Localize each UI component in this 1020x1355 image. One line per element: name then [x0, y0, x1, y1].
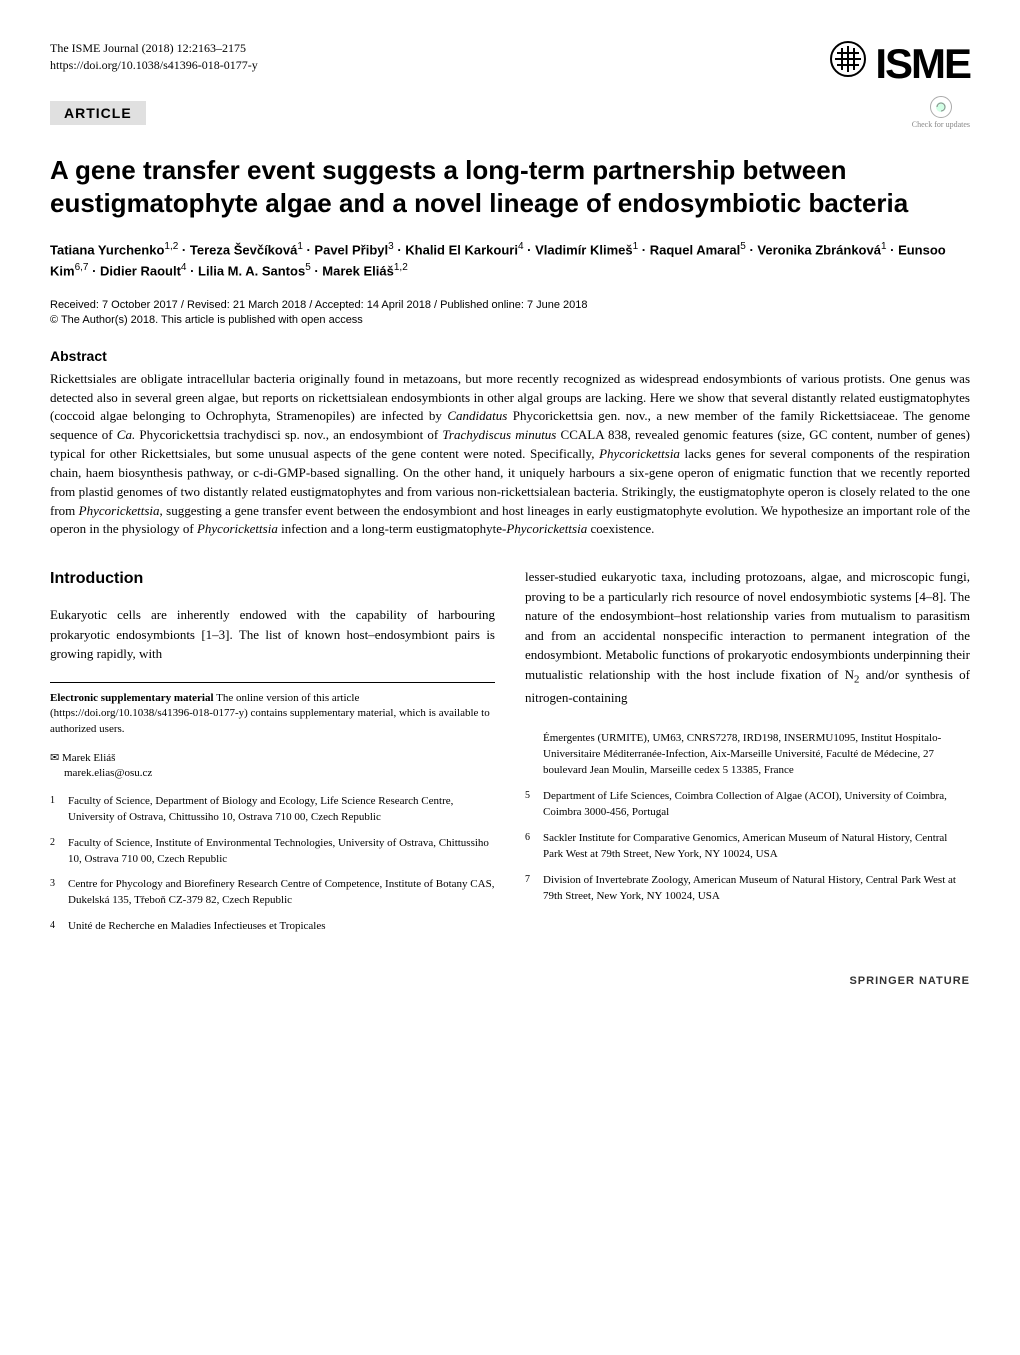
- check-updates-icon: [930, 96, 952, 118]
- header-row: The ISME Journal (2018) 12:2163–2175 htt…: [50, 40, 970, 88]
- affiliation-text: Faculty of Science, Department of Biolog…: [68, 794, 495, 826]
- affiliation-2: 2 Faculty of Science, Institute of Envir…: [50, 836, 495, 868]
- authors-list: Tatiana Yurchenko1,2 · Tereza Ševčíková1…: [50, 239, 970, 281]
- intro-paragraph-right: lesser-studied eukaryotic taxa, includin…: [525, 567, 970, 707]
- affiliation-number: 2: [50, 836, 68, 868]
- affiliation-text: Division of Invertebrate Zoology, Americ…: [543, 873, 970, 905]
- affiliation-text: Faculty of Science, Institute of Environ…: [68, 836, 495, 868]
- publication-dates: Received: 7 October 2017 / Revised: 21 M…: [50, 299, 970, 311]
- affiliation-4: 4 Unité de Recherche en Maladies Infecti…: [50, 919, 495, 935]
- affiliation-text: Centre for Phycology and Biorefinery Res…: [68, 877, 495, 909]
- article-title: A gene transfer event suggests a long-te…: [50, 154, 970, 219]
- globe-icon: [829, 40, 867, 88]
- doi-line: https://doi.org/10.1038/s41396-018-0177-…: [50, 57, 258, 74]
- isme-logo: ISME: [829, 40, 970, 88]
- affiliation-number: 6: [525, 831, 543, 863]
- affiliations-right: 5 Department of Life Sciences, Coimbra C…: [525, 789, 970, 905]
- affiliation-7: 7 Division of Invertebrate Zoology, Amer…: [525, 873, 970, 905]
- abstract-text: Rickettsiales are obligate intracellular…: [50, 370, 970, 540]
- affiliation-text: Unité de Recherche en Maladies Infectieu…: [68, 919, 326, 935]
- abstract-heading: Abstract: [50, 348, 970, 364]
- logo-text: ISME: [875, 40, 970, 88]
- right-column: lesser-studied eukaryotic taxa, includin…: [525, 567, 970, 945]
- affiliation-number: 5: [525, 789, 543, 821]
- supplementary-material: Electronic supplementary material The on…: [50, 682, 495, 737]
- two-column-layout: Introduction Eukaryotic cells are inhere…: [50, 567, 970, 945]
- affiliation-3: 3 Centre for Phycology and Biorefinery R…: [50, 877, 495, 909]
- affiliation-number: 3: [50, 877, 68, 909]
- copyright-line: © The Author(s) 2018. This article is pu…: [50, 314, 970, 326]
- affiliation-text: Department of Life Sciences, Coimbra Col…: [543, 789, 970, 821]
- affiliation-number: 1: [50, 794, 68, 826]
- check-updates-text: Check for updates: [912, 120, 970, 129]
- article-label-row: ARTICLE Check for updates: [50, 96, 970, 129]
- affiliation-5: 5 Department of Life Sciences, Coimbra C…: [525, 789, 970, 821]
- affiliation-text: Sackler Institute for Comparative Genomi…: [543, 831, 970, 863]
- journal-info: The ISME Journal (2018) 12:2163–2175 htt…: [50, 40, 258, 74]
- left-column: Introduction Eukaryotic cells are inhere…: [50, 567, 495, 945]
- corresponding-name: Marek Eliáš: [62, 752, 115, 764]
- corresponding-email: marek.elias@osu.cz: [64, 767, 152, 779]
- introduction-heading: Introduction: [50, 567, 495, 591]
- affiliation-4-continuation: Émergentes (URMITE), UM63, CNRS7278, IRD…: [525, 731, 970, 779]
- affiliation-6: 6 Sackler Institute for Comparative Geno…: [525, 831, 970, 863]
- intro-paragraph-left: Eukaryotic cells are inherently endowed …: [50, 605, 495, 664]
- journal-line: The ISME Journal (2018) 12:2163–2175: [50, 40, 258, 57]
- affiliation-1: 1 Faculty of Science, Department of Biol…: [50, 794, 495, 826]
- envelope-icon: ✉: [50, 752, 59, 764]
- publisher-footer: SPRINGER NATURE: [50, 975, 970, 987]
- affiliations-left: 1 Faculty of Science, Department of Biol…: [50, 794, 495, 936]
- article-label: ARTICLE: [50, 101, 146, 125]
- check-updates-badge[interactable]: Check for updates: [912, 96, 970, 129]
- affiliation-number: 7: [525, 873, 543, 905]
- corresponding-author: ✉ Marek Eliáš marek.elias@osu.cz: [50, 751, 495, 782]
- affiliation-number: 4: [50, 919, 68, 935]
